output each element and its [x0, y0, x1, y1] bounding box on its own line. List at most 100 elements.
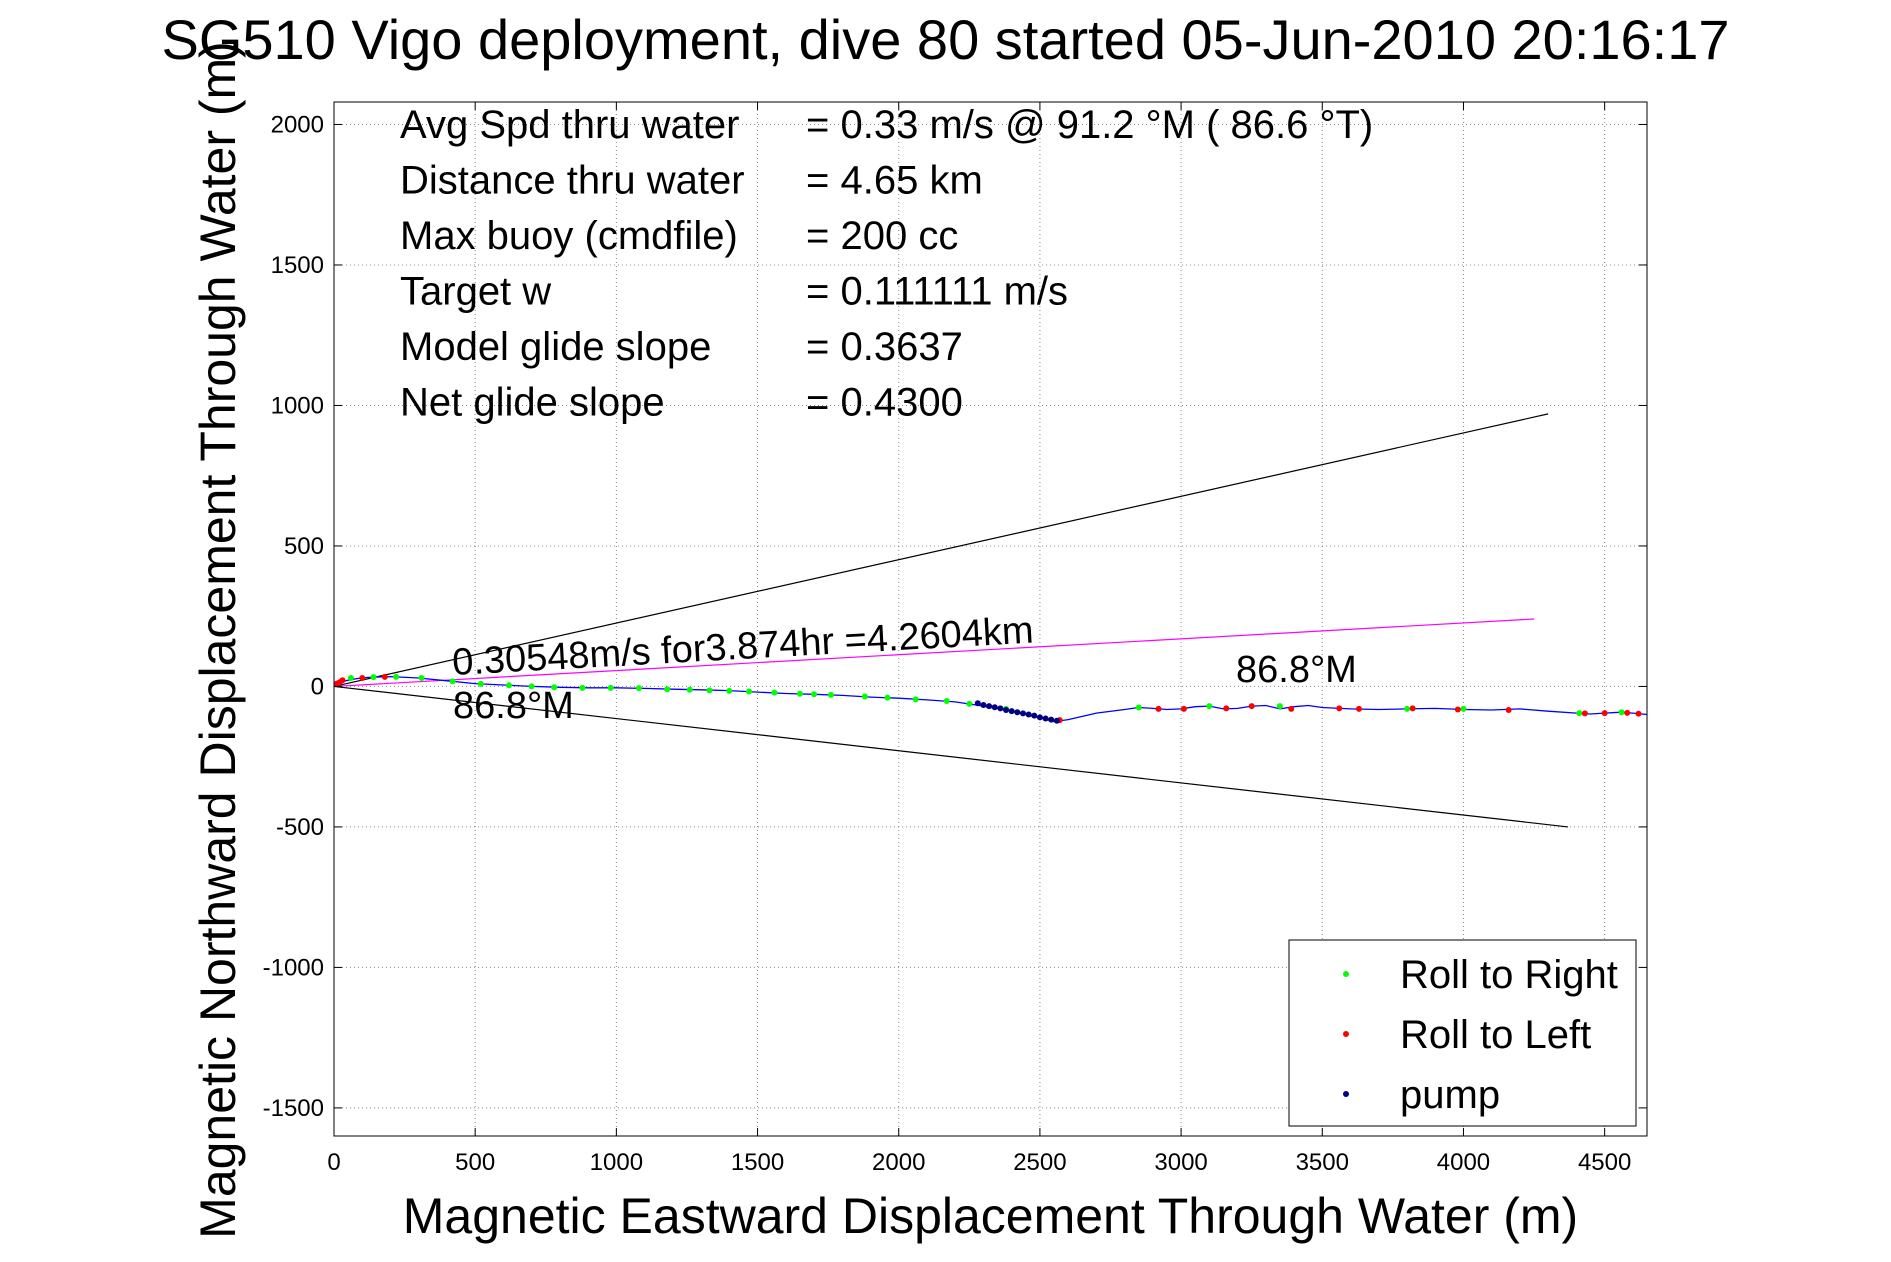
marker-roll-to-left [1409, 705, 1416, 712]
marker-roll-to-right [726, 687, 733, 694]
x-tick-label: 1500 [731, 1149, 784, 1176]
marker-roll-to-left [381, 673, 388, 680]
x-tick-label: 1000 [590, 1149, 643, 1176]
marker-roll-to-right [418, 675, 425, 682]
marker-roll-to-right [1135, 704, 1142, 711]
glider-track-group [333, 675, 1648, 723]
marker-pump [1042, 715, 1049, 722]
legend-label: Roll to Left [1400, 1013, 1591, 1057]
marker-roll-to-left [1454, 706, 1461, 713]
marker-roll-to-right [1460, 705, 1467, 712]
y-tick-label: -500 [276, 814, 324, 841]
marker-pump [1019, 710, 1026, 717]
reference-line-net-track [333, 618, 1535, 688]
chart-title: SG510 Vigo deployment, dive 80 started 0… [161, 8, 1730, 71]
grid-lines [334, 102, 1647, 1136]
info-label: Avg Spd thru water [400, 103, 739, 147]
marker-roll-to-right [796, 690, 803, 697]
marker-roll-to-right [884, 694, 891, 701]
marker-roll-to-right [706, 687, 713, 694]
y-tick-label: 1000 [271, 392, 324, 419]
y-tick-label: 1500 [271, 252, 324, 279]
marker-pump [1053, 717, 1060, 724]
y-tick-label: 0 [311, 673, 324, 700]
marker-roll-to-right [449, 678, 456, 685]
marker-roll-to-right [579, 684, 586, 691]
y-tick-label: 500 [284, 533, 324, 560]
marker-pump [1025, 711, 1032, 718]
marker-pump [1003, 707, 1010, 714]
marker-roll-to-left [1155, 705, 1162, 712]
marker-pump [1014, 709, 1021, 716]
x-tick-label: 0 [327, 1149, 340, 1176]
marker-pump [974, 700, 981, 707]
marker-roll-to-right [1276, 703, 1283, 710]
marker-roll-to-left [339, 677, 346, 684]
legend-marker [1343, 1031, 1349, 1037]
marker-roll-to-right [912, 696, 919, 703]
marker-roll-to-right [861, 693, 868, 700]
marker-roll-to-left [1336, 705, 1343, 712]
legend-marker [1343, 971, 1349, 977]
marker-roll-to-left [1624, 709, 1631, 716]
info-value: = 4.65 km [806, 159, 983, 203]
x-tick-label: 3500 [1296, 1149, 1349, 1176]
marker-roll-to-right [1576, 710, 1583, 717]
marker-roll-to-left [1288, 705, 1295, 712]
marker-roll-to-right [943, 698, 950, 705]
marker-roll-to-right [528, 683, 535, 690]
marker-roll-to-right [1618, 709, 1625, 716]
marker-roll-to-right [477, 680, 484, 687]
marker-roll-to-left [1601, 710, 1608, 717]
info-label: Target w [400, 270, 551, 314]
y-axis-label: Magnetic Northward Displacement Through … [190, 41, 246, 1239]
marker-roll-to-left [1355, 705, 1362, 712]
marker-pump [991, 704, 998, 711]
marker-roll-to-right [664, 686, 671, 693]
legend-label: pump [1400, 1073, 1500, 1117]
marker-roll-to-left [1223, 705, 1230, 712]
marker-pump [1048, 716, 1055, 723]
legend: Roll to Right Roll to Left pump [1288, 939, 1637, 1127]
info-label: Distance thru water [400, 159, 745, 203]
x-tick-label: 3000 [1154, 1149, 1207, 1176]
glider-track-line [333, 675, 1648, 723]
axes-frame [333, 101, 1648, 1137]
info-panel: Avg Spd thru water = 0.33 m/s @ 91.2 °M (… [400, 103, 1373, 425]
reference-line-upper-bound [333, 413, 1549, 688]
annotations: 0.30548m/s for3.874hr =4.2604km86.8°M86.… [451, 610, 1357, 727]
marker-roll-to-right [1403, 705, 1410, 712]
marker-roll-to-right [827, 691, 834, 698]
info-label: Net glide slope [400, 381, 665, 425]
y-tick-label: -1500 [263, 1095, 324, 1122]
x-tick-label: 4000 [1437, 1149, 1490, 1176]
reference-lines [333, 413, 1569, 828]
marker-roll-to-right [771, 689, 778, 696]
x-tick-label: 2500 [1013, 1149, 1066, 1176]
marker-roll-to-right [635, 685, 642, 692]
roll-markers [333, 673, 1642, 724]
marker-pump [1036, 714, 1043, 721]
info-value: = 200 cc [806, 214, 958, 258]
heading-annotation-lower: 86.8°M [453, 685, 574, 727]
marker-roll-to-right [347, 675, 354, 682]
marker-pump [1031, 712, 1038, 719]
info-value: = 0.33 m/s @ 91.2 °M ( 86.6 °T) [806, 103, 1373, 147]
marker-roll-to-right [811, 691, 818, 698]
x-tick-label: 2000 [872, 1149, 925, 1176]
x-tick-label: 500 [455, 1149, 495, 1176]
marker-roll-to-right [551, 684, 558, 691]
x-tick-label: 4500 [1578, 1149, 1631, 1176]
legend-label: Roll to Right [1400, 953, 1618, 997]
marker-roll-to-right [506, 682, 513, 689]
reference-line-lower-bound [333, 685, 1569, 828]
marker-roll-to-right [746, 688, 753, 695]
marker-roll-to-left [1505, 707, 1512, 714]
marker-pump [997, 705, 1004, 712]
marker-roll-to-right [966, 700, 973, 707]
marker-roll-to-right [370, 674, 377, 681]
marker-pump [980, 701, 987, 708]
marker-roll-to-right [686, 686, 693, 693]
speed-annotation: 0.30548m/s for3.874hr =4.2604km [451, 610, 1034, 684]
